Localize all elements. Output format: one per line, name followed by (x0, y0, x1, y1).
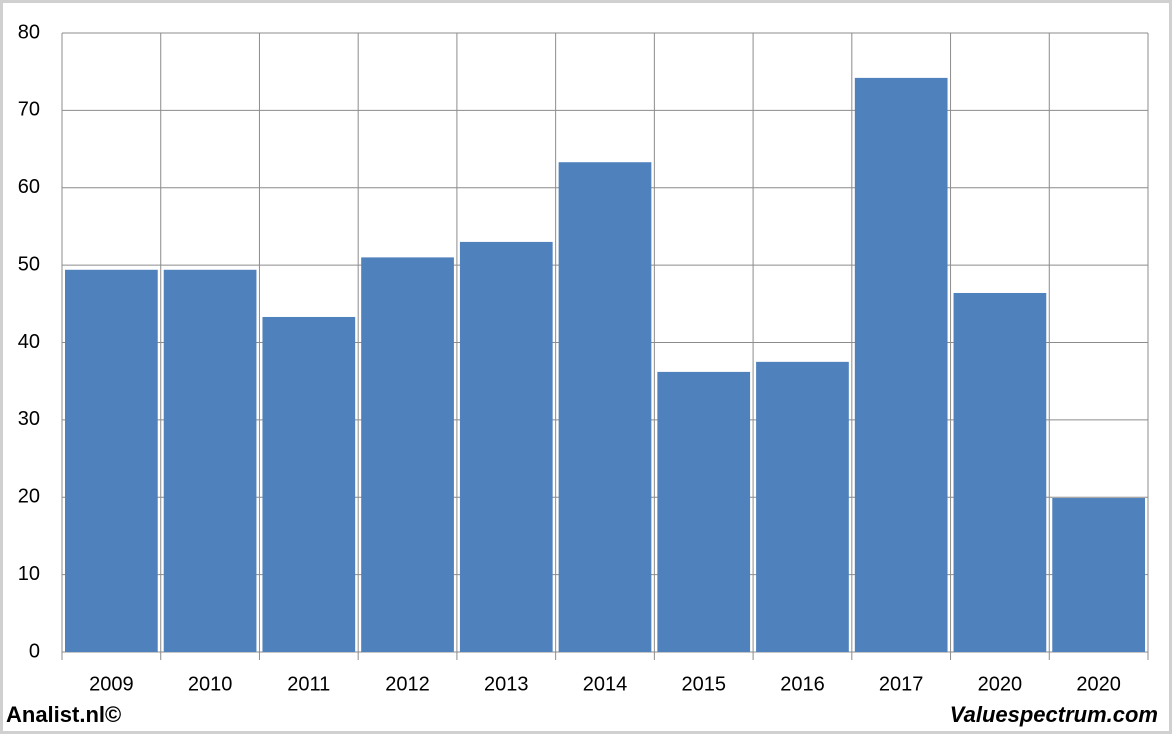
y-tick-label: 70 (18, 99, 40, 121)
bar (459, 241, 553, 652)
bar (262, 316, 356, 652)
bar (756, 361, 849, 652)
bar (854, 77, 948, 652)
bar (657, 371, 751, 652)
y-tick-label: 60 (18, 176, 40, 198)
bar (558, 162, 652, 652)
y-tick-label: 50 (18, 253, 40, 275)
footer-right: Valuespectrum.com (950, 702, 1158, 727)
y-tick-label: 0 (29, 640, 40, 662)
x-tick-label: 2020 (978, 673, 1023, 695)
y-tick-label: 20 (18, 486, 40, 508)
y-tick-label: 40 (18, 331, 40, 353)
bar (65, 269, 158, 652)
x-tick-label: 2013 (484, 673, 529, 695)
x-tick-label: 2010 (188, 673, 233, 695)
x-tick-label: 2012 (385, 673, 430, 695)
x-tick-label: 2009 (89, 673, 134, 695)
x-tick-label: 2011 (287, 673, 330, 695)
footer-left: Analist.nl© (6, 702, 121, 727)
x-tick-label: 2015 (681, 673, 726, 695)
x-tick-label: 2020 (1076, 673, 1121, 695)
x-tick-label: 2017 (879, 673, 924, 695)
bar (163, 269, 257, 652)
y-tick-label: 30 (18, 408, 40, 430)
bar (953, 292, 1047, 652)
bar (361, 257, 454, 652)
x-tick-label: 2014 (583, 673, 628, 695)
y-tick-label: 10 (18, 563, 40, 585)
x-tick-label: 2016 (780, 673, 825, 695)
bar (1052, 498, 1145, 652)
y-tick-label: 80 (18, 21, 40, 43)
